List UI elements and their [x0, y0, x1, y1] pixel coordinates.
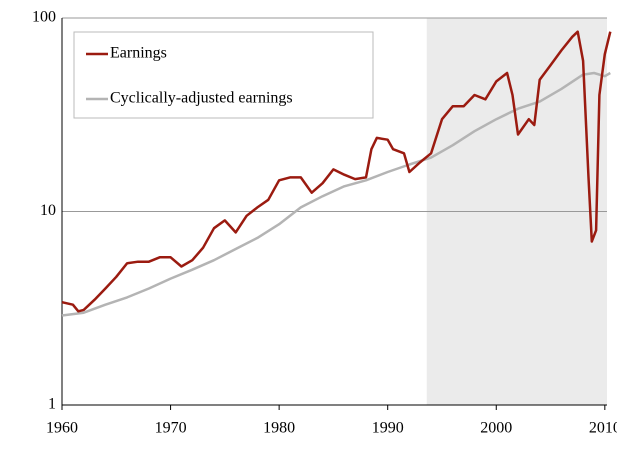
legend-label: Earnings — [110, 45, 167, 62]
x-tick-label: 1990 — [372, 420, 404, 437]
x-tick-label: 1980 — [263, 420, 295, 437]
x-tick-label: 1970 — [155, 420, 187, 437]
x-tick-label: 2000 — [480, 420, 512, 437]
y-tick-label: 100 — [32, 9, 56, 26]
line-series — [61, 71, 611, 317]
legend-label: Cyclically-adjusted earnings — [110, 90, 293, 107]
legend-box — [73, 31, 374, 119]
line-series — [61, 30, 612, 313]
x-tick-label: 2010 — [589, 420, 617, 437]
y-tick-label: 10 — [40, 202, 56, 219]
x-tick-label: 1960 — [46, 420, 78, 437]
y-tick-label: 1 — [48, 396, 56, 413]
